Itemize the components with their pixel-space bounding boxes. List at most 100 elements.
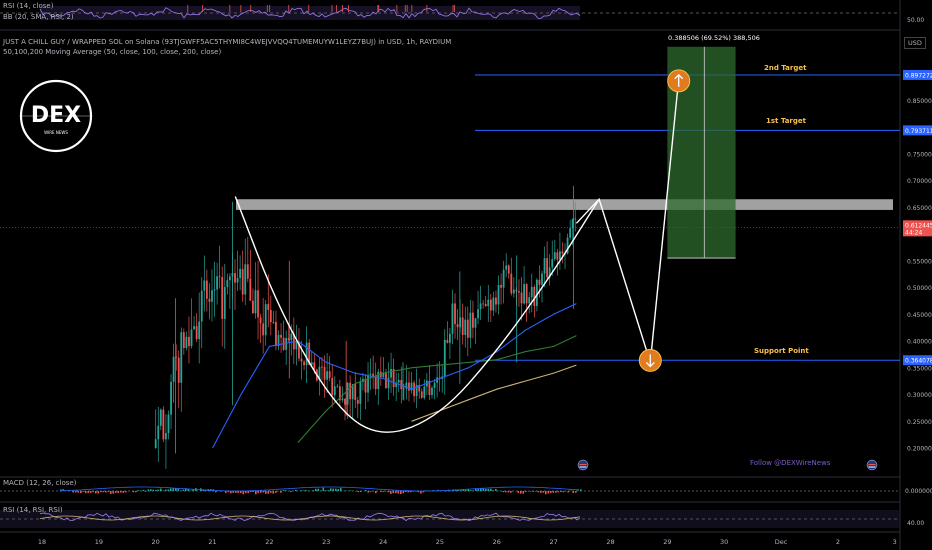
arrow-up-icon-head (674, 73, 684, 80)
candle-body (157, 425, 160, 440)
macd-bar (320, 490, 322, 491)
candle-body (520, 292, 523, 304)
macd-bar (252, 491, 255, 493)
candle-body (405, 382, 408, 389)
macd-bar (120, 491, 122, 493)
macd-bar (225, 491, 227, 493)
macd-bar (230, 491, 232, 494)
macd-bar (132, 491, 135, 493)
candle-body (395, 382, 398, 388)
macd-bar (340, 488, 342, 491)
candle-body (208, 298, 211, 302)
macd-bar (332, 488, 335, 491)
candle-body (205, 280, 208, 299)
symbol-title: JUST A CHILL GUY / WRAPPED SOL on Solana… (3, 38, 452, 46)
macd-bar (562, 491, 565, 493)
macd-bar (505, 491, 507, 493)
candle-body (203, 280, 206, 291)
time-tick: 18 (38, 538, 46, 546)
candle-body (551, 259, 554, 268)
candle-body (469, 312, 472, 338)
macd-bar (365, 489, 367, 491)
candle-body (428, 380, 431, 395)
candle-body (349, 382, 352, 400)
candle-body (162, 409, 165, 440)
candle-body (188, 336, 190, 347)
candle-body (510, 273, 513, 294)
rsi-bottom-panel (0, 510, 900, 528)
candle-body (180, 332, 183, 383)
macd-bar (350, 490, 352, 491)
candle-body (254, 290, 257, 314)
candle-body (518, 291, 520, 293)
time-tick: 23 (322, 538, 330, 546)
candle-body (569, 228, 572, 238)
candle-body (474, 318, 477, 328)
macd-bar (507, 491, 510, 493)
candle-body (295, 341, 298, 350)
macd-bar (467, 488, 470, 491)
arrow-down-icon-head (645, 361, 655, 368)
macd-bar (90, 491, 92, 493)
candle-body (269, 310, 272, 323)
macd-bar (475, 488, 477, 491)
macd-bar (417, 491, 420, 493)
macd-bar (520, 491, 522, 494)
macd-bar (412, 491, 415, 492)
macd-bar (72, 491, 75, 493)
macd-bar (142, 489, 145, 491)
macd-bar (192, 489, 195, 491)
candle-body (305, 342, 308, 366)
candle-body (344, 398, 346, 405)
macd-bar (240, 491, 242, 494)
candle-body (323, 366, 326, 380)
candle-body (443, 339, 446, 377)
candle-body (346, 382, 349, 405)
macd-bar (405, 491, 407, 493)
current-price-badge: 0.612445 (905, 222, 932, 229)
candle-body (487, 299, 490, 307)
candle-body (433, 382, 436, 388)
candle-body (461, 317, 464, 336)
candle-body (275, 322, 277, 347)
candle-body (341, 398, 344, 401)
candle-body (454, 303, 456, 325)
candle-body (392, 369, 395, 388)
macd-bar (542, 491, 545, 493)
candle-body (431, 387, 433, 395)
candle-body (448, 333, 451, 343)
macd-bar (242, 491, 245, 495)
candle-body (177, 357, 180, 383)
candle-body (479, 303, 482, 310)
candle-body (211, 290, 213, 302)
candle-body (415, 385, 418, 397)
macd-bar (302, 490, 305, 491)
macd-bar (422, 491, 425, 493)
candle-body (543, 258, 546, 274)
macd-bar (160, 488, 162, 491)
support-label: Support Point (754, 347, 809, 355)
candle-body (408, 382, 410, 391)
candle-body (505, 265, 508, 270)
macd-bar (485, 488, 487, 491)
macd-bar (232, 491, 235, 493)
time-tick: 25 (436, 538, 444, 546)
candle-body (495, 297, 497, 305)
macd-bar (525, 491, 527, 492)
currency-button[interactable]: USD (904, 37, 926, 49)
flag-icon-stripe (868, 464, 876, 465)
candle-body (303, 361, 305, 366)
candle-body (354, 384, 357, 401)
time-tick: 27 (550, 538, 558, 546)
macd-bar (105, 491, 107, 493)
macd-bar (145, 491, 147, 492)
time-tick: 29 (663, 538, 671, 546)
macd-bar (372, 491, 375, 492)
candle-body (413, 382, 415, 397)
candle-body (313, 362, 316, 370)
candle-body (338, 386, 341, 401)
